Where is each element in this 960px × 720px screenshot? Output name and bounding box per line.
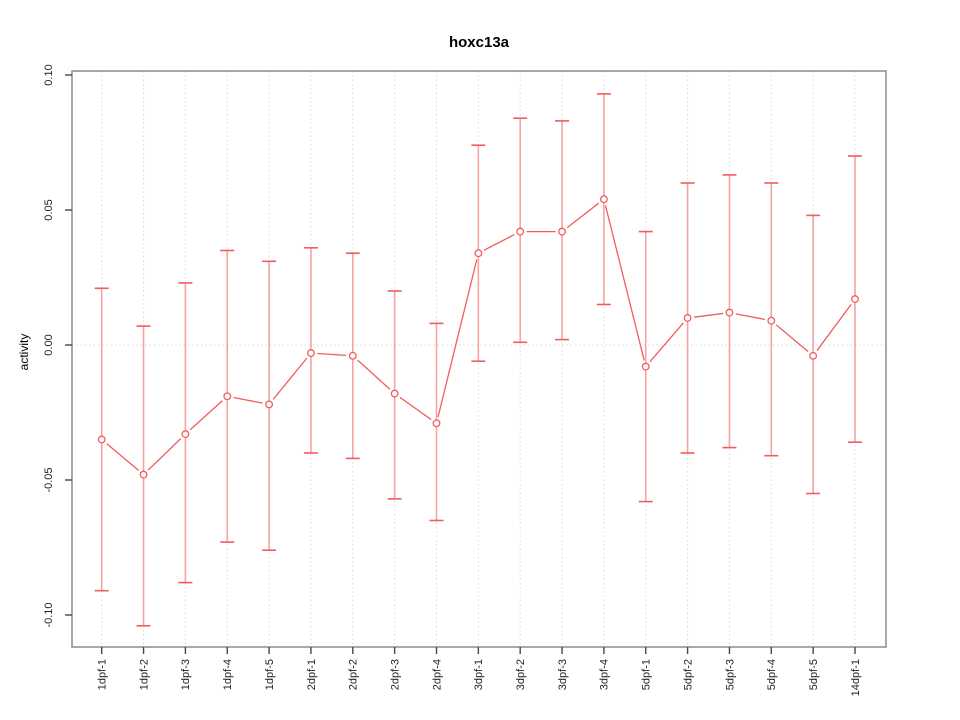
series-line-segment — [272, 357, 308, 400]
y-tick-label: 0.10 — [43, 64, 55, 85]
series-line-segment — [604, 205, 645, 361]
data-point — [223, 392, 232, 401]
data-point — [767, 316, 776, 325]
data-point — [432, 419, 441, 428]
series-line-segment — [483, 234, 515, 251]
x-tick-label: 5dpf-3 — [724, 659, 736, 690]
x-tick-label: 3dpf-1 — [473, 659, 485, 690]
x-tick-label: 1dpf-4 — [222, 659, 234, 690]
data-point — [474, 249, 483, 258]
series-line-segment — [816, 303, 852, 351]
data-point — [265, 400, 274, 409]
data-point — [809, 351, 818, 360]
series-line-segment — [437, 259, 478, 418]
data-point — [725, 308, 734, 317]
data-point — [307, 349, 315, 358]
series-line-segment — [566, 202, 600, 229]
data-point — [558, 227, 566, 236]
series-line-segment — [357, 359, 391, 390]
series-line-segment — [775, 324, 809, 353]
x-tick-label: 1dpf-2 — [138, 659, 150, 690]
series-line-segment — [735, 313, 766, 321]
data-point — [181, 430, 190, 439]
y-tick-label: -0.10 — [43, 602, 55, 627]
x-tick-label: 5dpf-5 — [808, 659, 820, 690]
x-tick-label: 1dpf-1 — [97, 659, 109, 690]
series-line-segment — [317, 352, 347, 357]
data-point — [97, 435, 106, 444]
data-point — [683, 314, 692, 322]
x-tick-label: 3dpf-4 — [599, 659, 611, 690]
series-line-segment — [693, 312, 724, 318]
chart-title: hoxc13a — [448, 34, 510, 51]
x-tick-label: 2dpf-1 — [306, 659, 318, 690]
x-tick-label: 2dpf-2 — [348, 659, 360, 690]
series-line-segment — [147, 438, 182, 471]
x-tick-label: 5dpf-4 — [766, 659, 778, 690]
x-tick-label: 3dpf-3 — [557, 659, 569, 690]
x-tick-label: 1dpf-5 — [264, 659, 276, 690]
data-point — [139, 470, 148, 479]
y-tick-label: -0.05 — [43, 467, 55, 492]
x-tick-label: 14dpf-1 — [850, 659, 862, 696]
data-point — [348, 351, 357, 360]
y-tick-label: 0.05 — [43, 199, 55, 220]
x-tick-label: 3dpf-2 — [515, 659, 527, 690]
x-tick-label: 1dpf-3 — [180, 659, 192, 690]
series-line-segment — [233, 396, 263, 404]
series-line-segment — [649, 322, 684, 363]
series-line-segment — [189, 400, 223, 431]
y-tick-label: 0.00 — [43, 334, 55, 355]
x-tick-label: 2dpf-3 — [389, 659, 401, 690]
data-point — [390, 389, 399, 398]
x-tick-label: 5dpf-2 — [682, 659, 694, 690]
data-point — [641, 362, 650, 371]
data-point — [516, 227, 525, 236]
data-point — [599, 195, 608, 204]
x-tick-label: 5dpf-1 — [641, 659, 653, 690]
data-point — [851, 295, 859, 304]
series-line-segment — [399, 396, 432, 421]
x-tick-label: 2dpf-4 — [431, 659, 443, 690]
series-line-segment — [106, 443, 139, 471]
